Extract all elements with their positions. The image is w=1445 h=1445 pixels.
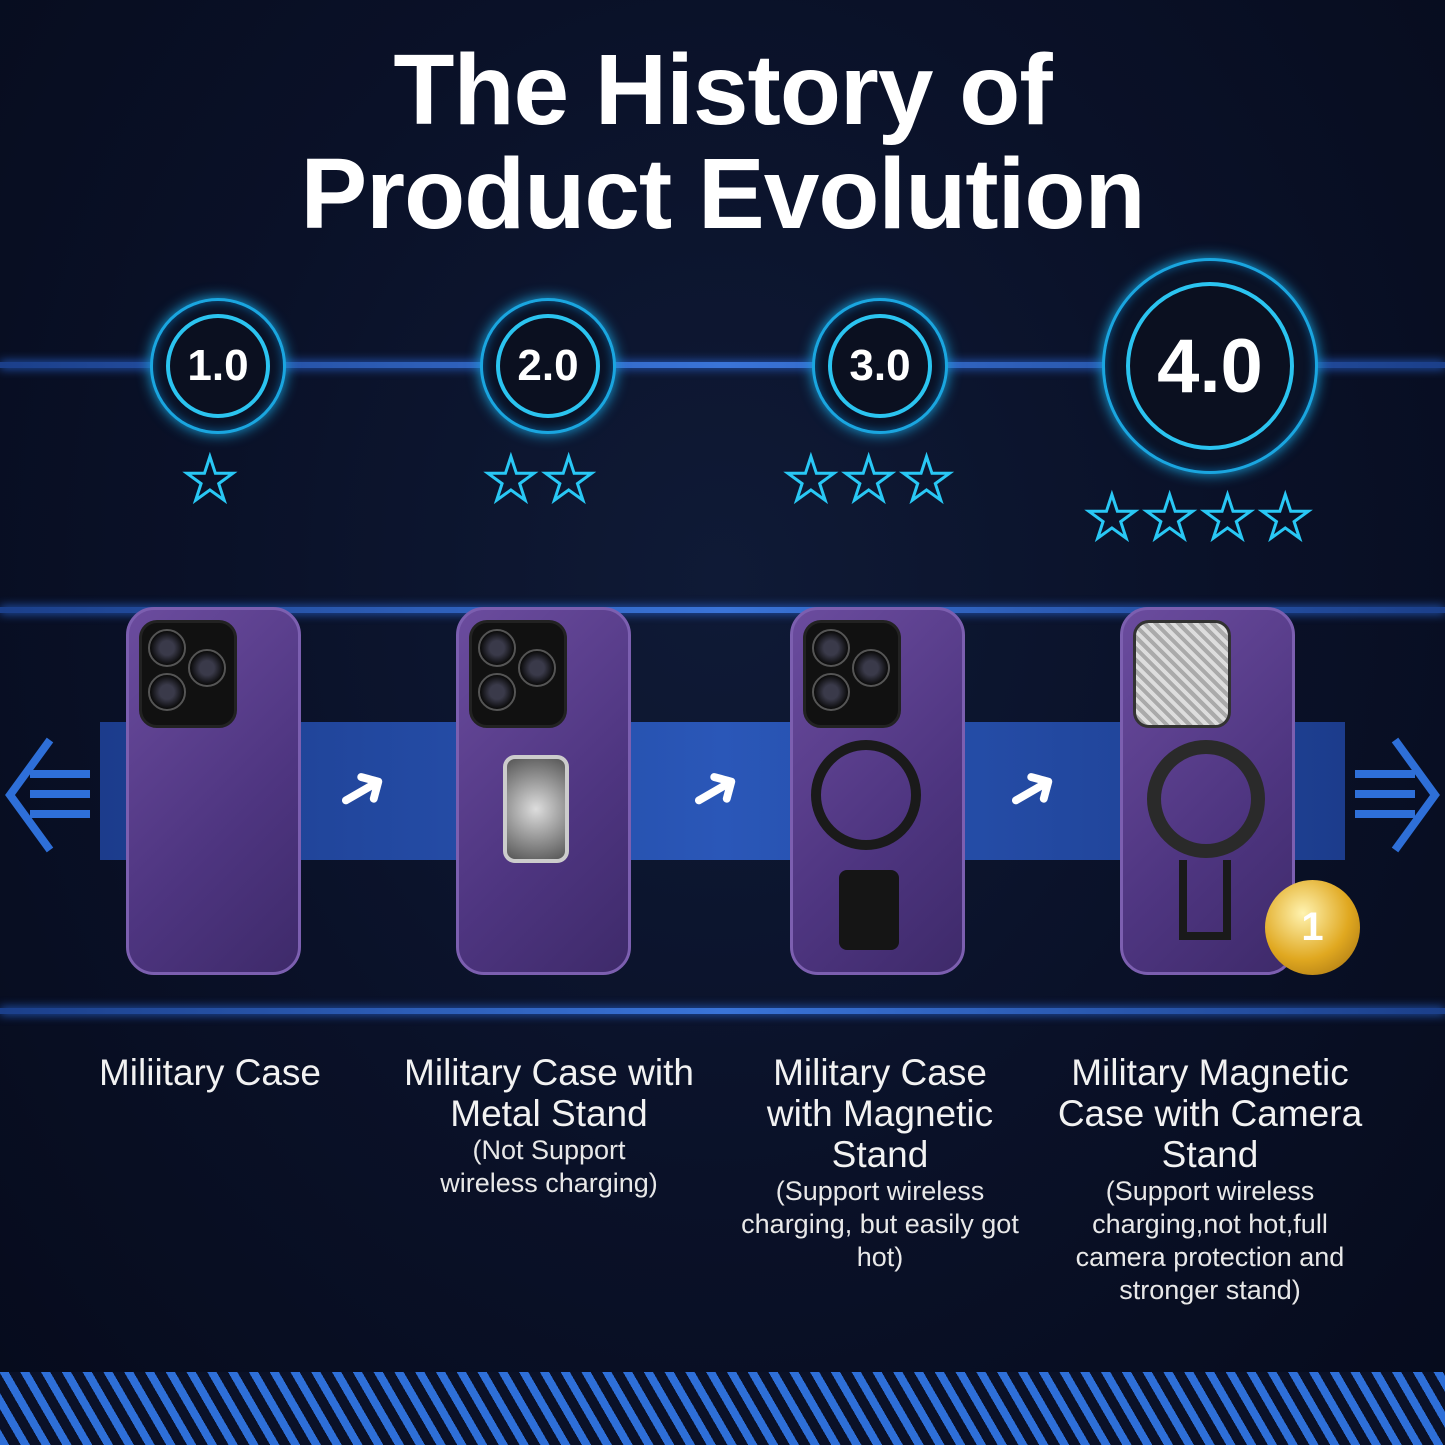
star-icon: ★: [840, 446, 897, 513]
chevron-right-icon: [1355, 737, 1440, 853]
metal-ring-stand: [503, 755, 569, 863]
product-image-military-case: [126, 607, 301, 975]
page-title: The History of Product Evolution: [0, 38, 1445, 246]
star-rating-2: ★ ★: [483, 446, 598, 513]
product-name: Military Magnetic Case with Camera Stand: [1057, 1052, 1363, 1175]
star-icon: ★: [898, 446, 955, 513]
star-rating-4: ★ ★ ★ ★: [1084, 484, 1314, 551]
product-image-camera-stand-case: [1120, 607, 1295, 975]
version-badge-2: 2.0: [480, 298, 616, 434]
divider-top: [0, 607, 1445, 613]
star-icon: ★: [182, 446, 239, 513]
star-rating-3: ★ ★ ★: [783, 446, 955, 513]
star-icon: ★: [483, 446, 540, 513]
star-icon: ★: [540, 446, 597, 513]
divider-bottom: [0, 1008, 1445, 1014]
star-icon: ★: [783, 446, 840, 513]
camera-module: [139, 620, 237, 728]
star-icon: ★: [1084, 484, 1141, 551]
caption-version-1: Miliitary Case: [70, 1052, 350, 1093]
kickstand: [839, 870, 899, 950]
magnetic-ring: [811, 740, 921, 850]
medal-number: 1: [1301, 905, 1324, 949]
caption-version-3: Military Case with Magnetic Stand (Suppo…: [720, 1052, 1040, 1274]
gold-medal-icon: 1: [1265, 880, 1360, 975]
star-rating-1: ★: [182, 446, 239, 513]
timeline-line: [0, 362, 1445, 368]
version-badge-1: 1.0: [150, 298, 286, 434]
caption-version-4: Military Magnetic Case with Camera Stand…: [1050, 1052, 1370, 1307]
version-label: 1.0: [187, 341, 249, 390]
product-note: (Support wireless charging, but easily g…: [741, 1176, 1019, 1272]
camera-module: [469, 620, 567, 728]
camera-module: [803, 620, 901, 728]
version-label: 4.0: [1157, 323, 1263, 409]
star-icon: ★: [1257, 484, 1314, 551]
magnetic-ring: [1147, 740, 1265, 858]
version-badge-4: 4.0: [1102, 258, 1318, 474]
title-line-1: The History of: [393, 34, 1052, 146]
caption-version-2: Military Case with Metal Stand (Not Supp…: [390, 1052, 708, 1200]
version-badge-3: 3.0: [812, 298, 948, 434]
version-label: 2.0: [517, 341, 579, 390]
product-image-magnetic-stand-case: [790, 607, 965, 975]
star-icon: ★: [1141, 484, 1198, 551]
decorative-stripes: [0, 1372, 1445, 1445]
product-note: (Not Support wireless charging): [440, 1135, 658, 1198]
product-image-metal-stand-case: [456, 607, 631, 975]
title-line-2: Product Evolution: [300, 138, 1145, 250]
version-label: 3.0: [849, 341, 911, 390]
product-name: Military Case with Magnetic Stand: [766, 1052, 994, 1175]
camera-stand: [1133, 620, 1231, 728]
kickstand: [1179, 860, 1231, 940]
chevron-left-icon: [5, 737, 90, 853]
product-note: (Support wireless charging,not hot,full …: [1075, 1176, 1345, 1305]
product-name: Miliitary Case: [98, 1052, 322, 1093]
star-icon: ★: [1199, 484, 1256, 551]
product-name: Military Case with Metal Stand: [404, 1052, 694, 1134]
